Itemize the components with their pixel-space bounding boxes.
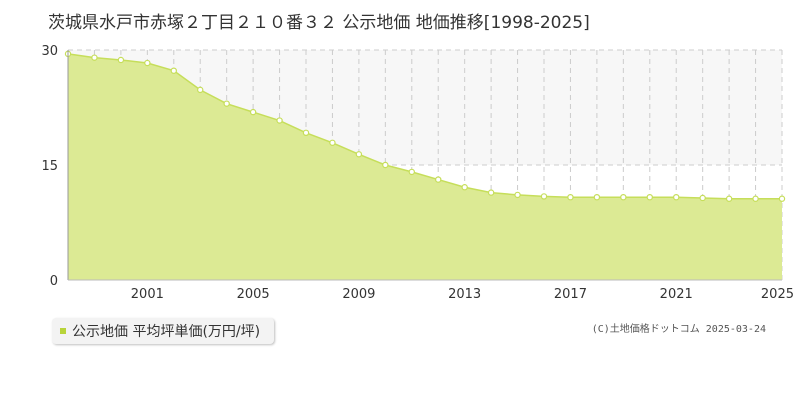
data-point bbox=[197, 86, 204, 94]
data-point bbox=[725, 195, 733, 202]
x-tick-label: 2021 bbox=[660, 287, 693, 302]
data-point bbox=[249, 108, 257, 116]
x-tick-label: 2001 bbox=[131, 287, 164, 302]
data-point bbox=[514, 191, 521, 199]
x-tick-label: 2025 bbox=[761, 287, 794, 302]
y-tick-label: 0 bbox=[50, 274, 58, 289]
data-point bbox=[593, 193, 601, 201]
data-point bbox=[567, 193, 574, 201]
chart-title: 茨城県水戸市赤塚２丁目２１０番３２ 公示地価 地価推移[1998-2025] bbox=[48, 13, 590, 33]
legend-swatch-icon bbox=[60, 328, 66, 334]
legend-label: 公示地価 平均坪単価(万円/坪) bbox=[72, 324, 261, 340]
x-tick-label: 2009 bbox=[342, 287, 375, 302]
data-point bbox=[461, 184, 468, 191]
copyright-text: (C)土地価格ドットコム 2025-03-24 bbox=[591, 324, 766, 335]
data-point bbox=[91, 54, 98, 61]
y-tick-label: 30 bbox=[41, 44, 58, 59]
data-point bbox=[699, 194, 706, 202]
data-point bbox=[276, 117, 283, 124]
data-point bbox=[646, 193, 653, 201]
data-point bbox=[329, 139, 336, 146]
data-point bbox=[540, 193, 548, 200]
x-tick-label: 2005 bbox=[237, 287, 270, 302]
data-point bbox=[223, 100, 230, 107]
data-point bbox=[302, 129, 310, 136]
data-point bbox=[752, 195, 759, 202]
data-point bbox=[117, 56, 125, 64]
data-point bbox=[170, 67, 177, 74]
data-point bbox=[778, 195, 786, 202]
y-tick-label: 15 bbox=[41, 159, 58, 174]
legend: 公示地価 平均坪単価(万円/坪) bbox=[52, 318, 275, 344]
data-point bbox=[487, 189, 495, 196]
data-point bbox=[435, 176, 442, 183]
data-point bbox=[144, 59, 151, 67]
data-point bbox=[673, 193, 680, 201]
data-point bbox=[382, 161, 389, 169]
data-point bbox=[408, 168, 415, 176]
x-tick-label: 2013 bbox=[448, 287, 481, 302]
x-tick-label: 2017 bbox=[554, 287, 587, 302]
data-point bbox=[620, 193, 627, 201]
data-point bbox=[355, 151, 363, 158]
series-line bbox=[67, 53, 782, 200]
